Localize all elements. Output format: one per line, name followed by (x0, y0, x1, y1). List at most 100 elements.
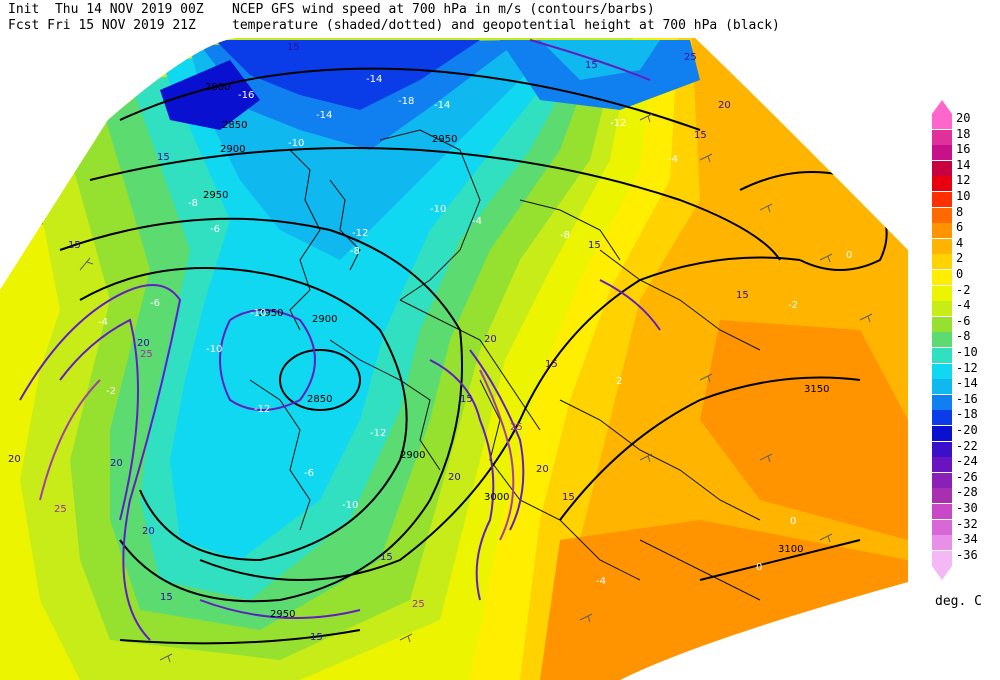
colorbar-swatch (932, 129, 952, 145)
colorbar-swatch (932, 394, 952, 410)
temp-label: -14 (366, 74, 382, 85)
temp-label: -8 (350, 246, 360, 257)
height-label: 2900 (220, 144, 245, 155)
height-label: 2950 (258, 308, 283, 319)
height-label: 2800 (205, 82, 230, 93)
temp-label: -2 (106, 386, 116, 397)
map-title-line2: temperature (shaded/dotted) and geopoten… (232, 18, 780, 33)
wind-label: 25 (684, 52, 697, 63)
wind-label: 20 (718, 100, 731, 111)
colorbar-swatch (932, 363, 952, 379)
wind-label: 15 (310, 632, 323, 643)
colorbar-swatch (932, 535, 952, 551)
colorbar-swatch (932, 550, 952, 566)
colorbar-label: 16 (956, 142, 971, 157)
map-title-line1: NCEP GFS wind speed at 700 hPa in m/s (c… (232, 2, 655, 17)
wind-label: 15 (157, 152, 170, 163)
colorbar-swatch (932, 519, 952, 535)
colorbar-label: 8 (956, 204, 964, 219)
temp-label: -10 (206, 344, 222, 355)
colorbar-label: 0 (956, 267, 964, 281)
wind-label: 15 (68, 240, 81, 251)
colorbar-swatch (932, 457, 952, 473)
temp-label: -8 (188, 198, 198, 209)
temp-label: -4 (98, 317, 108, 328)
temp-label: 0 (790, 516, 796, 527)
colorbar-label: -36 (956, 547, 978, 562)
height-label: 3150 (804, 384, 829, 395)
colorbar-label: -30 (956, 501, 978, 515)
height-label: 3000 (484, 492, 509, 503)
colorbar-label: -10 (956, 345, 978, 359)
temp-label: -6 (150, 298, 160, 309)
colorbar-label: 4 (956, 235, 964, 250)
height-label: 2950 (203, 190, 228, 201)
forecast-time-label: Fcst Fri 15 NOV 2019 21Z (8, 18, 196, 33)
temp-label: -6 (210, 224, 220, 235)
colorbar-label: -2 (956, 282, 971, 297)
colorbar-swatch (932, 145, 952, 161)
temp-label: -6 (304, 468, 314, 479)
temp-label: -10 (342, 500, 358, 511)
colorbar-swatch (932, 301, 952, 317)
wind-label: 25 (140, 349, 153, 360)
temp-label: -14 (434, 100, 450, 111)
temp-label: -4 (596, 576, 606, 587)
temp-label: -2 (788, 300, 798, 311)
colorbar-label: -26 (956, 469, 978, 484)
height-contours (59, 67, 888, 645)
wind-label: 25 (54, 504, 67, 515)
temp-label: -12 (370, 428, 386, 439)
colorbar-swatch (932, 441, 952, 457)
colorbar-swatch (932, 207, 952, 223)
colorbar-label: -18 (956, 407, 978, 422)
colorbar-label: 18 (956, 126, 971, 141)
wind-label: 20 (110, 458, 123, 469)
init-time-label: Init Thu 14 NOV 2019 00Z (8, 2, 204, 17)
colorbar-label: -14 (956, 376, 978, 391)
colorbar-label: 6 (956, 220, 964, 235)
wind-contours (19, 39, 661, 641)
height-label: 2850 (307, 394, 332, 405)
colorbar-swatch (932, 160, 952, 176)
wind-label: 25 (412, 599, 425, 610)
temp-label: -12 (610, 118, 626, 129)
wind-label: 15 (562, 492, 575, 503)
temp-label: -14 (316, 110, 332, 121)
wind-label: 20 (448, 472, 461, 483)
colorbar-label: 14 (956, 157, 971, 172)
temp-label: 0 (846, 250, 852, 261)
colorbar-swatch (932, 285, 952, 301)
wind-label: 20 (8, 454, 21, 465)
temp-label: 2 (616, 376, 622, 387)
temp-label: -12 (352, 228, 368, 239)
wind-label: 25 (510, 422, 523, 433)
wind-label: 20 (536, 464, 549, 475)
temp-label: -10 (288, 138, 304, 149)
colorbar-label: 12 (956, 173, 971, 188)
colorbar-swatch (932, 426, 952, 442)
colorbar-units: deg. C (935, 594, 982, 609)
height-label: 3100 (778, 544, 803, 555)
colorbar-swatch (932, 238, 952, 254)
colorbar-swatch (932, 114, 952, 130)
wind-label: 15 (160, 592, 173, 603)
temp-label: -16 (238, 90, 254, 101)
height-label: 2950 (432, 134, 457, 145)
temp-label: -4 (472, 216, 482, 227)
wind-label: 20 (142, 526, 155, 537)
wind-label: 15 (460, 394, 473, 405)
temp-label: -10 (430, 204, 446, 215)
colorbar-label: -22 (956, 438, 978, 453)
wind-label: 15 (736, 290, 749, 301)
colorbar-swatch (932, 332, 952, 348)
colorbar-swatch (932, 379, 952, 395)
colorbar-label: -12 (956, 360, 978, 375)
wind-label: 15 (588, 240, 601, 251)
temp-label: -10 (250, 308, 266, 319)
colorbar-swatch (932, 223, 952, 239)
colorbar-label: -32 (956, 516, 978, 531)
colorbar-label: 10 (956, 189, 971, 203)
wind-label: 15 (380, 552, 393, 563)
colorbar-label: -34 (956, 532, 978, 547)
